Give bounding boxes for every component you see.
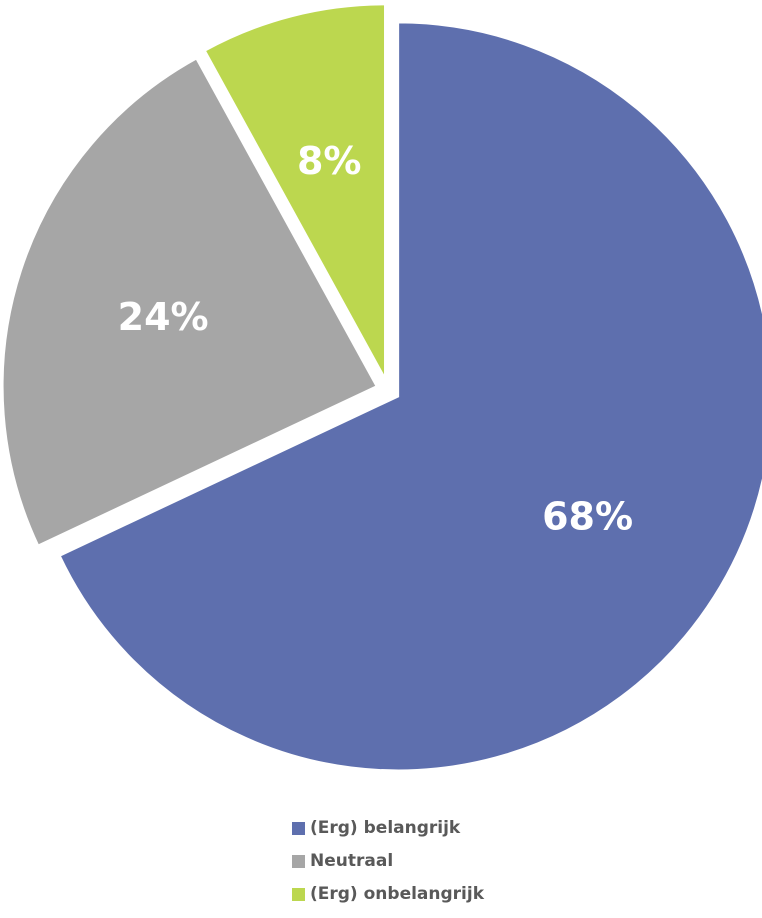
legend-swatch (292, 821, 305, 835)
legend-label: Neutraal (310, 851, 394, 871)
slice-data-label-0: 68% (542, 495, 633, 539)
legend-label: (Erg) onbelangrijk (310, 884, 485, 904)
chart-legend: (Erg) belangrijk Neutraal (Erg) onbelang… (292, 813, 484, 912)
legend-label: (Erg) belangrijk (310, 818, 461, 838)
legend-item-neutraal[interactable]: Neutraal (292, 846, 484, 876)
slice-data-label-1: 24% (118, 295, 209, 339)
pie-slice-labels: 68% 24% 8% (118, 139, 633, 539)
legend-item-erg-belangrijk[interactable]: (Erg) belangrijk (292, 813, 484, 843)
pie-slice-0[interactable] (58, 21, 762, 772)
legend-swatch (292, 887, 305, 901)
pie-slices (1, 3, 762, 772)
slice-data-label-2: 8% (297, 139, 362, 183)
pie-chart: 68% 24% 8% (1, 3, 762, 772)
pie-slice-1[interactable] (1, 57, 378, 547)
pie-slice-2[interactable] (203, 3, 387, 379)
legend-swatch (292, 854, 305, 868)
legend-item-erg-onbelangrijk[interactable]: (Erg) onbelangrijk (292, 879, 484, 909)
